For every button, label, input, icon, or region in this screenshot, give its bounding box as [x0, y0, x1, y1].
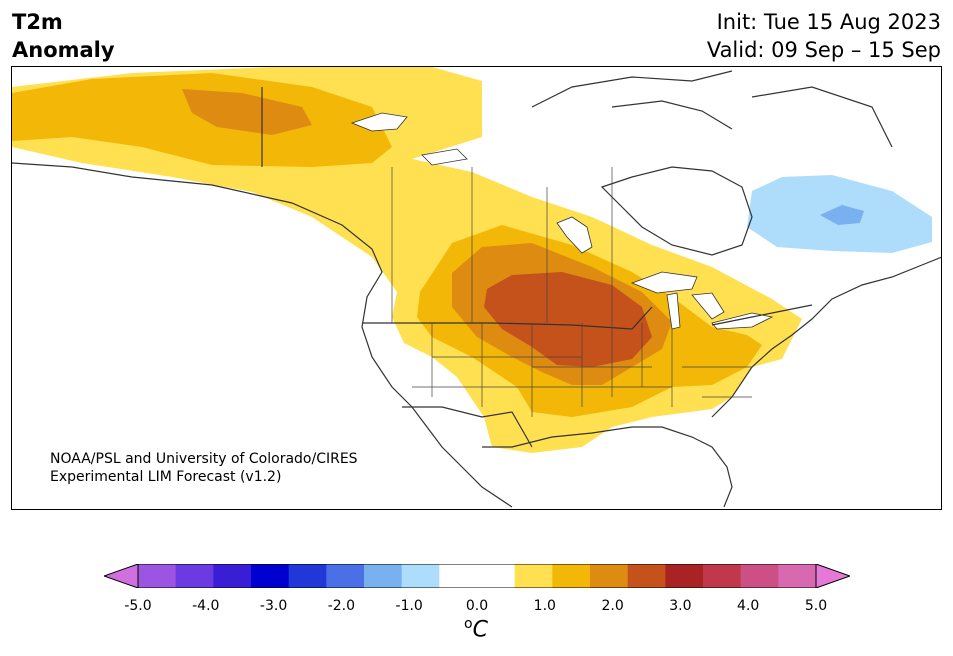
colorbar-segment — [552, 564, 591, 588]
colorbar-tick-label: 3.0 — [669, 598, 692, 614]
arctic-islands — [531, 70, 893, 148]
colorbar-segment — [703, 564, 742, 588]
anomaly-orange — [182, 89, 312, 135]
valid-range: Valid: 09 Sep – 15 Sep — [706, 38, 941, 62]
anomaly-map: NOAA/PSL and University of Colorado/CIRE… — [11, 66, 942, 510]
hudson-bay — [600, 166, 753, 256]
lakes — [350, 112, 774, 330]
gulf-coast — [482, 426, 733, 508]
anomaly-medium-blue — [820, 205, 864, 225]
credit-line-1: NOAA/PSL and University of Colorado/CIRE… — [50, 451, 358, 467]
colorbar-segment — [251, 564, 290, 588]
colorbar-tick-label: 2.0 — [601, 598, 624, 614]
colorbar-low-extension — [104, 564, 139, 588]
lake-superior — [630, 271, 698, 294]
colorbar-tick-label: 5.0 — [804, 598, 828, 614]
colorbar-segment — [288, 564, 327, 588]
unit-sup: o — [464, 616, 473, 632]
colorbar-segment — [364, 564, 403, 588]
us-mexico-border — [402, 406, 533, 448]
title-line-2: Anomaly — [12, 38, 115, 62]
atlantic-coast — [711, 256, 941, 418]
colorbar-segment — [477, 564, 516, 588]
colorbar-tick-label: -2.0 — [327, 598, 356, 614]
colorbar-segment — [138, 564, 177, 588]
lake-huron — [691, 292, 725, 320]
map-svg — [12, 67, 941, 508]
anomaly-red-orange — [484, 272, 652, 367]
colorbar-segment — [401, 564, 440, 588]
anomaly-gold — [12, 73, 392, 167]
colorbar-high-extension — [815, 564, 850, 588]
colorbar-tick-label: 0.0 — [465, 598, 489, 614]
map-title: T2m Anomaly — [12, 8, 115, 64]
colorbar-segment — [175, 564, 214, 588]
pacific-coast — [12, 162, 513, 508]
title-line-1: T2m — [12, 10, 63, 34]
great-bear-lake — [350, 112, 408, 132]
unit-base: C — [472, 617, 488, 643]
colorbar-tick-label: 4.0 — [737, 598, 760, 614]
colorbar-segment — [439, 564, 478, 588]
colorbar-tick-label: 1.0 — [533, 598, 556, 614]
colorbar-segment — [778, 564, 817, 588]
lake-erie-ontario — [711, 312, 774, 330]
forecast-dates: Init: Tue 15 Aug 2023 Valid: 09 Sep – 15… — [707, 8, 941, 64]
anomaly-shading — [12, 67, 932, 453]
colorbar-tick-label: -3.0 — [259, 598, 288, 614]
colorbar-tick-label: -1.0 — [395, 598, 423, 614]
colorbar-segment — [590, 564, 629, 588]
great-slave-lake — [421, 148, 468, 166]
colorbar-segment — [514, 564, 553, 588]
lake-winnipeg — [556, 216, 593, 254]
colorbar-segment — [665, 564, 704, 588]
colorbar — [104, 564, 850, 588]
init-date: Init: Tue 15 Aug 2023 — [716, 10, 941, 34]
colorbar-segment — [326, 564, 365, 588]
unit-label: oC — [464, 616, 488, 642]
state-lines — [391, 167, 752, 417]
colorbar-segment — [740, 564, 779, 588]
colorbar-outline — [137, 564, 817, 588]
colorbar-segments — [138, 564, 817, 588]
colorbar-segment — [213, 564, 252, 588]
borders — [12, 70, 941, 508]
credit-line-2: Experimental LIM Forecast (v1.2) — [50, 469, 282, 485]
colorbar-tick-label: -4.0 — [192, 598, 220, 614]
colorbar-tick-label: -5.0 — [124, 598, 152, 614]
colorbar-segment — [627, 564, 666, 588]
credit-text: NOAA/PSL and University of Colorado/CIRE… — [50, 450, 358, 486]
lake-michigan — [666, 292, 681, 330]
